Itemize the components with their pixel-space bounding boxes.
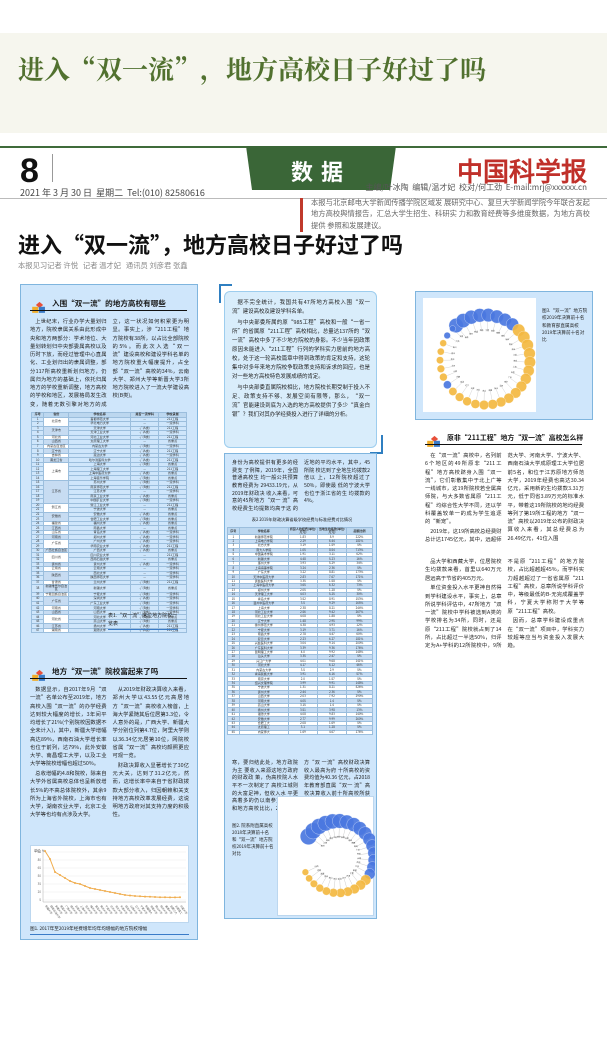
svg-text:河北: 河北 [476,388,480,392]
svg-text:温州: 温州 [500,383,504,387]
svg-text:湘潭: 湘潭 [488,388,492,392]
svg-text:山西: 山西 [453,369,457,373]
svg-text:西北: 西北 [451,357,455,361]
svg-text:兰州: 兰州 [452,363,456,367]
svg-text:江苏: 江苏 [513,353,517,357]
svg-text:扬州: 扬州 [494,386,498,390]
svg-text:上海: 上海 [513,364,517,368]
svg-text:云南: 云南 [357,856,361,860]
svg-text:天津: 天津 [471,386,475,390]
svg-text:95: 95 [38,850,42,854]
svg-text:南京: 南京 [504,380,508,384]
svg-text:南京: 南京 [509,342,513,346]
svg-text:河北: 河北 [333,877,337,881]
svg-text:福州: 福州 [505,337,509,341]
svg-text:35: 35 [38,882,42,886]
svg-text:广州: 广州 [356,848,360,852]
svg-text:延边: 延边 [460,379,464,383]
svg-text:广西: 广西 [456,339,460,343]
svg-text:云南: 云南 [465,335,469,339]
svg-text:宁夏: 宁夏 [350,871,354,875]
svg-text:50: 50 [38,874,42,878]
svg-text:南昌: 南昌 [496,331,500,335]
svg-text:西北: 西北 [357,860,361,864]
svg-text:郑州: 郑州 [469,332,473,336]
svg-text:辽宁: 辽宁 [465,383,469,387]
svg-text:燕山: 燕山 [329,876,333,880]
svg-text:贵州: 贵州 [357,852,361,856]
svg-text:太原: 太原 [460,334,464,338]
svg-text:65: 65 [38,866,42,870]
svg-text:新疆: 新疆 [474,329,478,333]
svg-text:延边: 延边 [338,877,342,881]
svg-text:合肥: 合肥 [511,370,515,374]
svg-text:燕山: 燕山 [482,388,486,392]
svg-text:南京: 南京 [513,359,517,363]
svg-text:安徽: 安徽 [491,329,495,333]
svg-text:四川: 四川 [453,346,457,349]
svg-text:宁夏: 宁夏 [485,328,489,332]
svg-text:辽宁: 辽宁 [342,876,346,880]
svg-text:湘潭: 湘潭 [321,871,325,875]
svg-text:20: 20 [38,890,42,894]
svg-text:5: 5 [39,898,41,902]
svg-text:贵州: 贵州 [451,351,455,355]
svg-text:80: 80 [38,858,42,862]
svg-text:青岛: 青岛 [501,333,505,337]
svg-text:西南: 西南 [480,328,484,332]
svg-text:内蒙: 内蒙 [456,375,460,379]
svg-text:兰州: 兰州 [355,864,359,868]
svg-text:青岛: 青岛 [354,844,358,848]
svg-text:内蒙: 内蒙 [317,868,321,872]
svg-text:扬州: 扬州 [324,874,328,878]
svg-text:天津: 天津 [346,874,350,878]
svg-text:山西: 山西 [315,864,319,868]
svg-text:苏州: 苏州 [512,347,516,351]
svg-text:广州: 广州 [508,375,512,379]
